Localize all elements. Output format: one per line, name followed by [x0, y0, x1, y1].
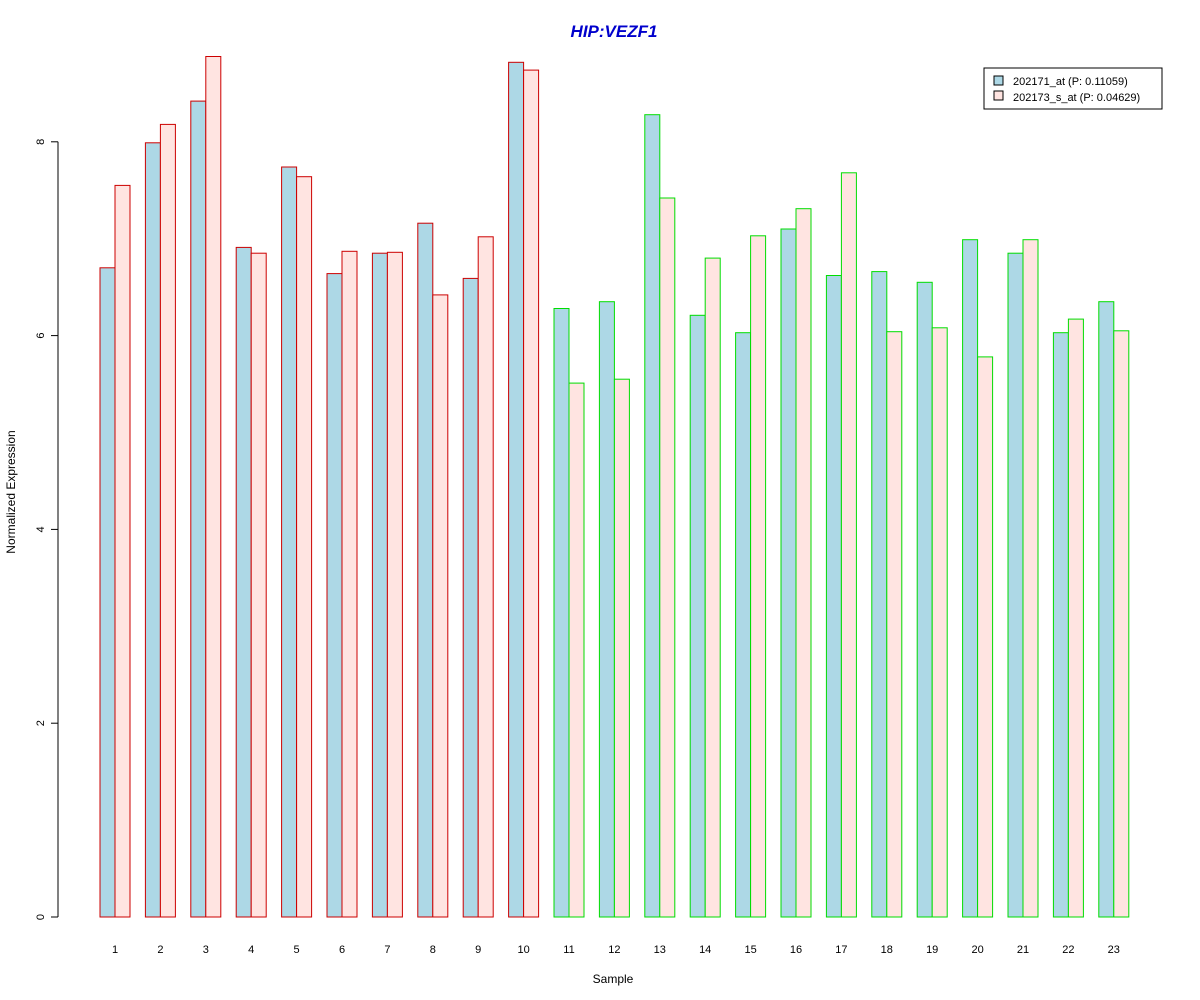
chart-title: HIP:VEZF1 — [571, 22, 658, 41]
y-tick-label: 8 — [35, 139, 47, 145]
bar-sample-6-series-2 — [341, 250, 358, 918]
bar-sample-3-series-1 — [190, 100, 207, 918]
bar-sample-20-series-1 — [962, 239, 979, 918]
x-tick-label: 19 — [926, 944, 938, 956]
y-tick-label: 2 — [35, 720, 47, 726]
bar-sample-14-series-1 — [689, 314, 706, 918]
y-tick-label: 0 — [35, 914, 47, 920]
x-tick-label: 2 — [157, 944, 163, 956]
bar-sample-1-series-2 — [114, 184, 131, 918]
x-tick-label: 14 — [699, 944, 711, 956]
bar-sample-9-series-2 — [477, 236, 494, 918]
bar-sample-15-series-1 — [735, 332, 752, 918]
x-tick-label: 20 — [971, 944, 983, 956]
x-tick-label: 7 — [384, 944, 390, 956]
x-tick-label: 15 — [744, 944, 756, 956]
bar-sample-23-series-2 — [1113, 330, 1130, 918]
y-tick-label: 6 — [35, 333, 47, 339]
bar-sample-4-series-2 — [250, 252, 267, 918]
legend-label-2: 202173_s_at (P: 0.04629) — [1013, 92, 1140, 104]
x-tick-label: 8 — [430, 944, 436, 956]
bar-sample-17-series-2 — [840, 172, 857, 918]
legend-swatch-1 — [993, 75, 1004, 86]
x-tick-label: 5 — [294, 944, 300, 956]
x-tick-label: 22 — [1062, 944, 1074, 956]
bar-sample-8-series-2 — [432, 294, 449, 918]
bar-sample-5-series-1 — [281, 166, 298, 918]
y-tick-label: 4 — [35, 526, 47, 532]
y-axis-label: Normalized Expression — [4, 430, 18, 553]
bar-sample-10-series-1 — [508, 61, 525, 918]
bar-sample-18-series-1 — [871, 271, 888, 918]
bar-sample-10-series-2 — [523, 69, 540, 918]
bar-sample-4-series-1 — [235, 246, 252, 918]
x-tick-label: 23 — [1108, 944, 1120, 956]
bar-sample-12-series-1 — [598, 301, 615, 918]
x-tick-label: 17 — [835, 944, 847, 956]
legend-label-1: 202171_at (P: 0.11059) — [1013, 76, 1128, 88]
x-tick-label: 16 — [790, 944, 802, 956]
bar-sample-16-series-1 — [780, 228, 797, 918]
x-tick-labels: 1 2 3 4 5 6 7 8 9 10 11 12 13 14 15 16 17 18 19 20 21 22 23 — [112, 944, 1120, 956]
bar-sample-8-series-1 — [417, 222, 434, 918]
x-tick-label: 13 — [654, 944, 666, 956]
bar-sample-21-series-1 — [1007, 252, 1024, 918]
x-axis-label: Sample — [593, 972, 634, 986]
x-tick-label: 3 — [203, 944, 209, 956]
bar-sample-2-series-1 — [144, 142, 161, 918]
legend-box — [983, 67, 1163, 110]
x-tick-label: 11 — [563, 944, 574, 956]
bar-sample-19-series-1 — [916, 281, 933, 918]
bars — [99, 56, 1130, 918]
bar-sample-1-series-1 — [99, 267, 116, 918]
legend-swatch-2 — [993, 90, 1004, 101]
bar-sample-16-series-2 — [795, 208, 812, 918]
bar-sample-11-series-2 — [568, 382, 585, 918]
x-tick-label: 10 — [517, 944, 529, 956]
bar-sample-19-series-2 — [931, 327, 948, 918]
bar-sample-13-series-2 — [659, 197, 676, 918]
bar-sample-13-series-1 — [644, 114, 661, 918]
bar-sample-15-series-2 — [750, 235, 767, 918]
bar-sample-3-series-2 — [205, 56, 222, 918]
bar-sample-20-series-2 — [977, 356, 994, 918]
bar-sample-7-series-2 — [386, 251, 403, 918]
x-tick-label: 6 — [339, 944, 345, 956]
bar-sample-22-series-2 — [1067, 318, 1084, 918]
bar-sample-23-series-1 — [1098, 301, 1115, 918]
bar-sample-22-series-1 — [1052, 332, 1069, 918]
y-axis: 0 2 4 6 8 — [35, 139, 59, 920]
x-tick-label: 21 — [1017, 944, 1029, 956]
bar-sample-14-series-2 — [704, 257, 721, 918]
x-tick-label: 9 — [475, 944, 481, 956]
bar-sample-11-series-1 — [553, 308, 570, 918]
x-tick-label: 4 — [248, 944, 254, 956]
bar-sample-6-series-1 — [326, 273, 343, 918]
legend: 202171_at (P: 0.11059) 202173_s_at (P: 0… — [983, 67, 1163, 110]
bar-sample-17-series-1 — [825, 275, 842, 918]
bar-sample-12-series-2 — [613, 378, 630, 918]
bar-sample-21-series-2 — [1022, 239, 1039, 918]
bar-sample-2-series-2 — [159, 123, 176, 918]
bar-sample-9-series-1 — [462, 277, 479, 918]
bar-sample-18-series-2 — [886, 331, 903, 918]
x-tick-label: 12 — [608, 944, 620, 956]
x-tick-label: 1 — [112, 944, 118, 956]
bar-sample-7-series-1 — [371, 252, 388, 918]
bar-sample-5-series-2 — [296, 176, 313, 918]
x-tick-label: 18 — [881, 944, 893, 956]
